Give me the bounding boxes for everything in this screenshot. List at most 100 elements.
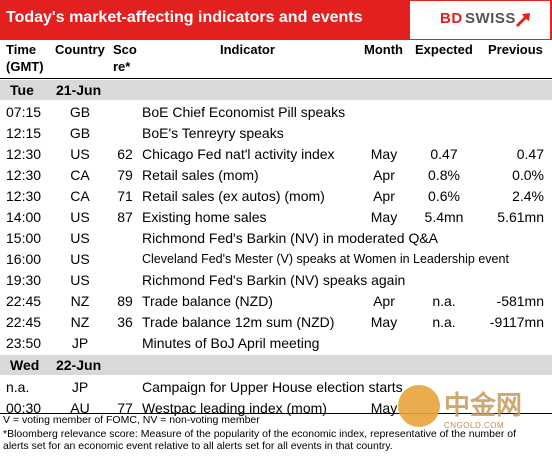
col-header-time: Time (GMT) [6, 42, 44, 74]
footnote-voting: V = voting member of FOMC, NV = non-voti… [3, 414, 260, 426]
event-score: 79 [117, 167, 133, 183]
event-time: 23:50 [6, 335, 42, 351]
event-expected: 0.6% [428, 188, 460, 204]
event-previous: 0.0% [512, 167, 544, 183]
col-header-country: Country [55, 42, 105, 57]
event-score: 77 [117, 400, 133, 416]
event-expected: 0.47 [430, 146, 458, 162]
event-time: 14:00 [6, 209, 42, 225]
event-indicator: Richmond Fed's Barkin (NV) speaks again [142, 272, 406, 288]
col-header-month: Month [364, 42, 403, 57]
event-month: May [370, 209, 398, 225]
event-country: JP [71, 379, 89, 395]
event-indicator: Existing home sales [142, 209, 267, 225]
event-previous: 0.47 [516, 146, 544, 162]
event-time: 22:45 [6, 314, 42, 330]
event-country: JP [71, 335, 89, 351]
event-country: AU [70, 400, 90, 416]
event-indicator: Cleveland Fed's Mester (V) speaks at Wom… [142, 252, 509, 266]
footnote-score: *Bloomberg relevance score: Measure of t… [3, 428, 517, 440]
event-country: US [70, 230, 90, 246]
event-score: 87 [117, 209, 133, 225]
logo-chevron-icon [516, 13, 530, 27]
event-country: NZ [70, 293, 90, 309]
event-previous: -581mn [496, 293, 544, 309]
event-time: 22:45 [6, 293, 42, 309]
event-row: 12:30 CA 71 Retail sales (ex autos) (mom) Ap… [0, 186, 552, 207]
report-header: Today's market-affecting indicators and … [0, 0, 552, 40]
event-row: 12:30 CA 79 Retail sales (mom) Apr 0.8% 0.0% [0, 165, 552, 186]
logo-text-swiss: SWISS [465, 10, 516, 27]
event-indicator: Minutes of BoJ April meeting [142, 335, 320, 351]
event-country: US [70, 272, 90, 288]
event-indicator: BoE's Tenreyry speaks [142, 125, 284, 141]
event-expected: n.a. [432, 314, 456, 330]
col-header-previous: Previous [488, 42, 543, 57]
event-row: 22:45 NZ 89 Trade balance (NZD) Apr n.a. -581m… [0, 291, 552, 312]
event-time: 00:30 [6, 400, 42, 416]
event-month: May [370, 314, 398, 330]
event-score: 71 [117, 188, 133, 204]
event-expected: 0.8% [428, 167, 460, 183]
event-time: 19:30 [6, 272, 42, 288]
event-row: 16:00 US Cleveland Fed's Mester (V) speaks… [0, 249, 552, 270]
event-row: 12:30 US 62 Chicago Fed nat'l activity inde… [0, 144, 552, 165]
event-indicator: Retail sales (ex autos) (mom) [142, 188, 325, 204]
event-country: US [70, 251, 90, 267]
day-name: Tue [10, 82, 34, 98]
footer-divider [0, 413, 552, 414]
logo-text-bd: BD [440, 10, 463, 27]
event-row: 19:30 US Richmond Fed's Barkin (NV) speaks… [0, 270, 552, 291]
event-indicator: Richmond Fed's Barkin (NV) in moderated … [142, 230, 439, 246]
watermark-subtext: CNGOLD.COM [444, 421, 505, 430]
event-month: May [370, 400, 398, 416]
event-time: 16:00 [6, 251, 42, 267]
col-header-expected: Expected [415, 42, 473, 57]
event-previous: -9117mn [489, 314, 544, 330]
event-country: US [70, 209, 90, 225]
event-indicator: Trade balance 12m sum (NZD) [142, 314, 335, 330]
col-header-indicator: Indicator [220, 42, 275, 57]
event-row: 00:30 AU 77 Westpac leading index (mom) May [0, 398, 552, 419]
footnote-score-cont: alerts set for an economic event relativ… [3, 440, 393, 452]
event-month: Apr [373, 293, 395, 309]
event-score: 36 [117, 314, 133, 330]
event-row: 23:50 JP Minutes of BoJ April meeting [0, 333, 552, 354]
event-row: 12:15 GB BoE's Tenreyry speaks [0, 123, 552, 144]
event-month: May [370, 146, 398, 162]
event-previous: 2.4% [512, 188, 544, 204]
event-time: 12:30 [6, 167, 42, 183]
event-month: Apr [373, 188, 395, 204]
watermark-text: 中金网 [444, 391, 523, 421]
event-indicator: Trade balance (NZD) [142, 293, 273, 309]
event-country: GB [69, 104, 91, 120]
report-title: Today's market-affecting indicators and … [6, 9, 363, 26]
day-date: 21-Jun [56, 82, 102, 98]
event-indicator: Chicago Fed nat'l activity index [142, 146, 335, 162]
cngold-watermark: 中金网 CNGOLD.COM [398, 383, 548, 435]
watermark-logo-icon [398, 385, 440, 427]
event-expected: 5.4mn [424, 209, 464, 225]
header-divider [0, 78, 552, 79]
event-time: 15:00 [6, 230, 42, 246]
event-row: 22:45 NZ 36 Trade balance 12m sum (NZD) May n… [0, 312, 552, 333]
event-indicator: BoE Chief Economist Pill speaks [142, 104, 346, 120]
bdswiss-logo: BD SWISS [410, 1, 550, 39]
event-time: 12:30 [6, 146, 42, 162]
event-row: n.a. JP Campaign for Upper House election … [0, 377, 552, 398]
day-band: Wed 22-Jun [0, 355, 552, 375]
day-date: 22-Jun [56, 357, 102, 373]
event-indicator: Retail sales (mom) [142, 167, 259, 183]
event-score: 62 [117, 146, 133, 162]
event-indicator: Campaign for Upper House election starts [142, 379, 403, 395]
event-row: 15:00 US Richmond Fed's Barkin (NV) in mod… [0, 228, 552, 249]
event-month: Apr [373, 167, 395, 183]
event-previous: 5.61mn [497, 209, 544, 225]
event-time: 07:15 [6, 104, 42, 120]
day-name: Wed [10, 357, 40, 373]
event-country: GB [69, 125, 91, 141]
event-time: 12:15 [6, 125, 42, 141]
event-row: 07:15 GB BoE Chief Economist Pill speaks [0, 102, 552, 123]
event-expected: n.a. [432, 293, 456, 309]
event-score: 89 [117, 293, 133, 309]
